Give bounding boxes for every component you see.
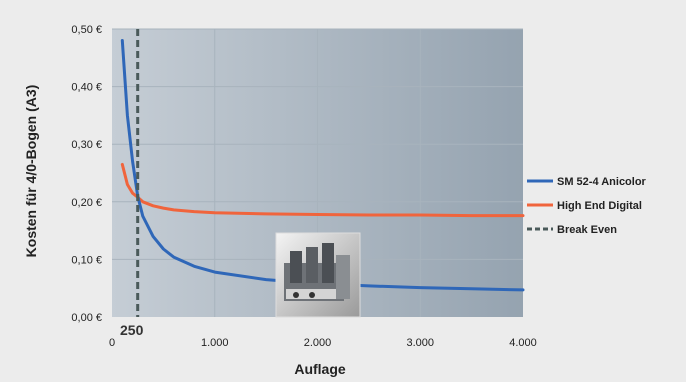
break-even-annotation: 250 xyxy=(120,322,144,338)
y-axis-ticks: 0,00 € 0,10 € 0,20 € 0,30 € 0,40 € 0,50 € xyxy=(71,24,102,324)
x-axis-ticks: 0 1.000 2.000 3.000 4.000 xyxy=(109,337,537,349)
y-tick-label: 0,20 € xyxy=(71,197,102,209)
x-tick-label: 2.000 xyxy=(304,337,332,349)
y-tick-label: 0,00 € xyxy=(71,312,102,324)
x-tick-label: 4.000 xyxy=(509,337,537,349)
y-tick-label: 0,40 € xyxy=(71,82,102,94)
y-tick-label: 0,50 € xyxy=(71,24,102,36)
legend: SM 52-4 Anicolor High End Digital Break Ev… xyxy=(527,176,647,236)
y-tick-label: 0,30 € xyxy=(71,139,102,151)
printing-press-icon xyxy=(275,232,361,318)
legend-label: Break Even xyxy=(557,224,617,236)
series-line xyxy=(120,39,525,292)
x-tick-label: 1.000 xyxy=(201,337,229,349)
series-layer xyxy=(120,39,525,292)
series-line xyxy=(120,162,525,218)
legend-label: High End Digital xyxy=(557,200,642,212)
legend-label: SM 52-4 Anicolor xyxy=(557,176,647,188)
x-axis-title: Auflage xyxy=(294,361,346,377)
x-tick-label: 3.000 xyxy=(406,337,434,349)
y-axis-title: Kosten für 4/0-Bogen (A3) xyxy=(23,85,39,258)
y-tick-label: 0,10 € xyxy=(71,254,102,266)
x-tick-label: 0 xyxy=(109,337,115,349)
